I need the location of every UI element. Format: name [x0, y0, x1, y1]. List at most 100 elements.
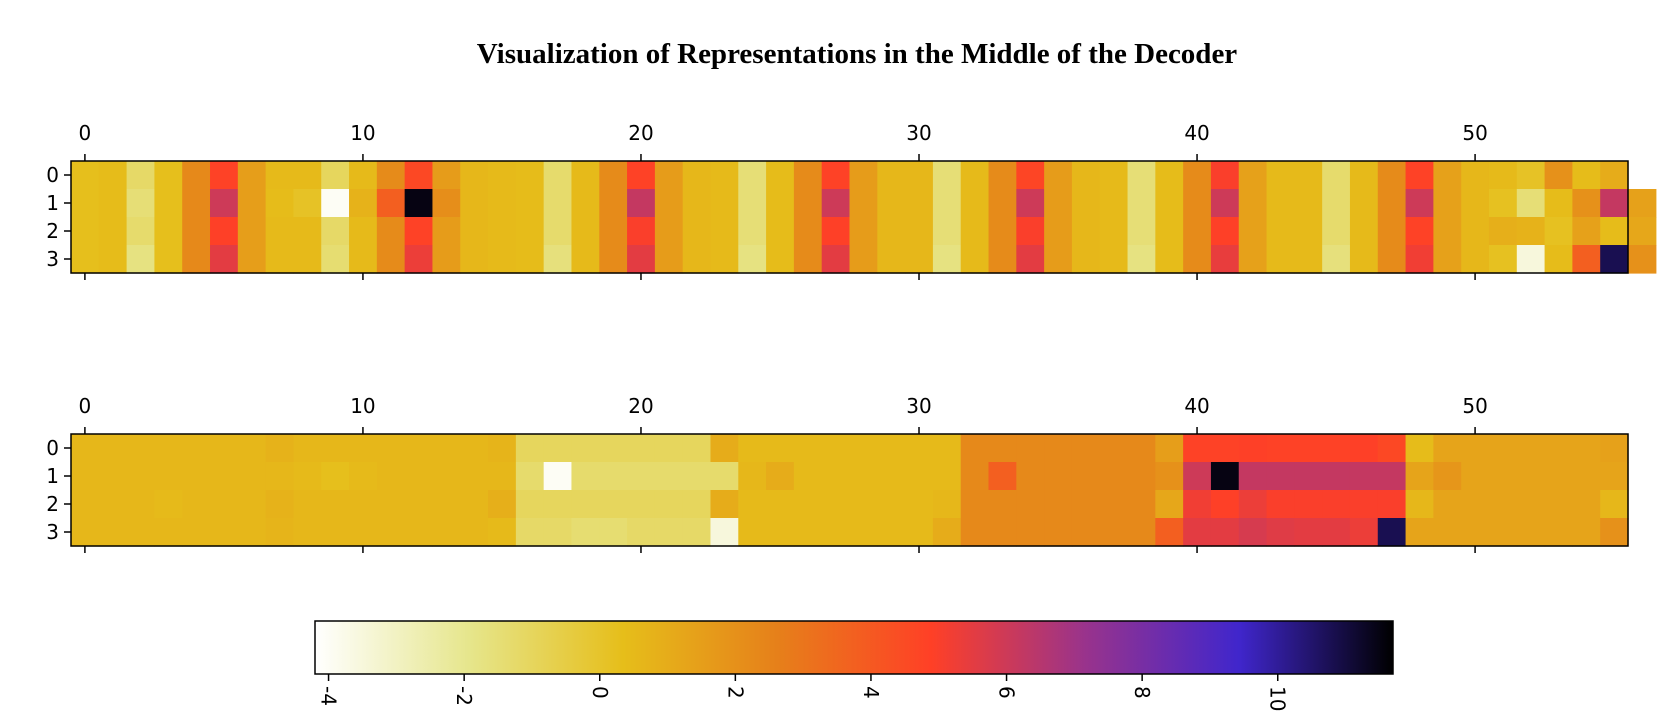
heatmap-cell [738, 518, 767, 547]
heatmap-cell [376, 490, 406, 519]
heatmap-cell [1488, 161, 1518, 190]
heatmap-cell [932, 490, 962, 519]
heatmap-cell [1127, 434, 1156, 463]
heatmap-cell [210, 161, 239, 190]
heatmap-cell [349, 245, 378, 274]
heatmap-cell [1433, 245, 1462, 274]
heatmap-cell [488, 189, 517, 218]
heatmap-cell [182, 161, 211, 190]
heatmap-cell [627, 217, 656, 246]
heatmap-cell [1099, 245, 1129, 274]
heatmap-cell [1600, 189, 1629, 218]
heatmap-cell [98, 490, 128, 519]
heatmap-cell [905, 518, 934, 547]
heatmap-cell [1238, 434, 1268, 463]
heatmap-cell [1183, 462, 1212, 491]
heatmap-cell [154, 518, 183, 547]
heatmap-cell [515, 245, 545, 274]
heatmap-cell [543, 490, 573, 519]
heatmap-cell [543, 434, 573, 463]
heatmap-cell [877, 161, 906, 190]
x-tick-label: 30 [906, 394, 931, 418]
heatmap-cell [571, 245, 600, 274]
heatmap-cell [1238, 217, 1268, 246]
heatmap-cell [1544, 462, 1573, 491]
heatmap-cell [1238, 161, 1268, 190]
heatmap-cell [793, 245, 823, 274]
heatmap-cell [1544, 245, 1573, 274]
heatmap-cell [988, 245, 1017, 274]
heatmap-cell [210, 245, 239, 274]
heatmap-cell [710, 490, 739, 519]
heatmap-cell [654, 434, 684, 463]
heatmap-cell [738, 245, 767, 274]
heatmap-cell [98, 217, 128, 246]
heatmap-cell [821, 161, 851, 190]
heatmap-cell [1016, 161, 1045, 190]
heatmap-cell [1183, 217, 1212, 246]
heatmap-cell [349, 161, 378, 190]
heatmap-cell [1044, 434, 1073, 463]
heatmap-cell [293, 518, 322, 547]
heatmap-cell [71, 245, 100, 274]
heatmap-cell [1044, 217, 1073, 246]
heatmap-cell [515, 518, 545, 547]
heatmap-cell [1433, 217, 1462, 246]
heatmap-cell [1127, 189, 1156, 218]
heatmap-cell [1071, 189, 1101, 218]
heatmap-cell [1099, 434, 1129, 463]
heatmap-cell [821, 189, 851, 218]
heatmap-cell [905, 462, 934, 491]
heatmap-cell [627, 518, 656, 547]
heatmap-cell [1294, 490, 1323, 519]
heatmap-cell [265, 434, 295, 463]
heatmap-cell [1322, 434, 1351, 463]
heatmap-cell [571, 462, 600, 491]
heatmap-cell [1210, 434, 1240, 463]
heatmap-cell [599, 434, 628, 463]
heatmap-cell [376, 161, 406, 190]
heatmap-cell [738, 434, 767, 463]
heatmap-cell [1572, 189, 1601, 218]
heatmap-cell [1349, 462, 1379, 491]
heatmap-cell [654, 245, 684, 274]
heatmap-cell [877, 245, 906, 274]
heatmap-cell [1322, 217, 1351, 246]
heatmap-cell [1071, 490, 1101, 519]
heatmap-cell [515, 462, 545, 491]
heatmap-cell [71, 434, 100, 463]
heatmap-cell [877, 518, 906, 547]
heatmap-panel-bottom: 0 10 20 30 40 50 0 1 2 3 [46, 394, 1629, 553]
heatmap-cell [1183, 245, 1212, 274]
heatmap-cell [960, 434, 990, 463]
heatmap-cell [154, 434, 183, 463]
heatmap-cell [1572, 161, 1601, 190]
heatmap-cell [515, 161, 545, 190]
heatmap-cell [460, 245, 489, 274]
heatmap-cell [432, 217, 461, 246]
heatmap-cell [932, 518, 962, 547]
heatmap-cell [1377, 490, 1407, 519]
heatmap-cell [154, 189, 183, 218]
heatmap-cell [1071, 462, 1101, 491]
heatmap-cell [1516, 462, 1546, 491]
heatmap-cell [265, 161, 295, 190]
heatmap-cell [515, 217, 545, 246]
heatmap-cell [1099, 462, 1129, 491]
x-tick-label: 40 [1184, 394, 1209, 418]
heatmap-cell [1488, 245, 1518, 274]
heatmap-cell [1461, 434, 1490, 463]
heatmap-cell [265, 462, 295, 491]
heatmap-cell [1183, 434, 1212, 463]
heatmap-cell [1322, 245, 1351, 274]
heatmap-cell [543, 518, 573, 547]
heatmap-cell [321, 490, 350, 519]
heatmap-cell [154, 462, 183, 491]
x-tick-label: 10 [350, 121, 375, 145]
heatmap-cell [710, 434, 739, 463]
heatmap-cell [710, 245, 739, 274]
heatmap-cell [1405, 189, 1434, 218]
heatmap-cell [488, 161, 517, 190]
heatmap-cell [210, 490, 239, 519]
